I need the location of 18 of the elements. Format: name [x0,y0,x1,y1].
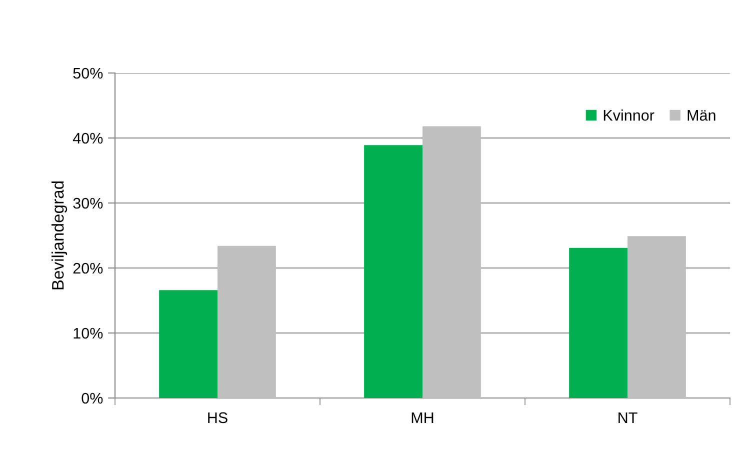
x-tick-label: HS [208,412,228,424]
y-axis-title: Beviljandegrad [52,181,68,290]
y-tick-label: 10% [74,328,103,339]
legend-label: Män [688,110,716,121]
y-tick-label: 30% [73,198,103,209]
x-tick-label: MH [412,412,434,423]
bar [569,248,628,398]
y-tick-label: 40% [72,132,103,144]
y-tick-label: 0% [82,392,103,404]
y-tick-label: 50% [73,68,103,79]
bar [159,290,218,398]
y-tick-label: 20% [73,262,103,274]
bar [218,246,276,398]
legend-label: Kvinnor [604,110,654,121]
bar [364,145,422,398]
bar [422,126,481,398]
x-tick-label: NT [618,412,638,423]
bar [628,236,686,398]
